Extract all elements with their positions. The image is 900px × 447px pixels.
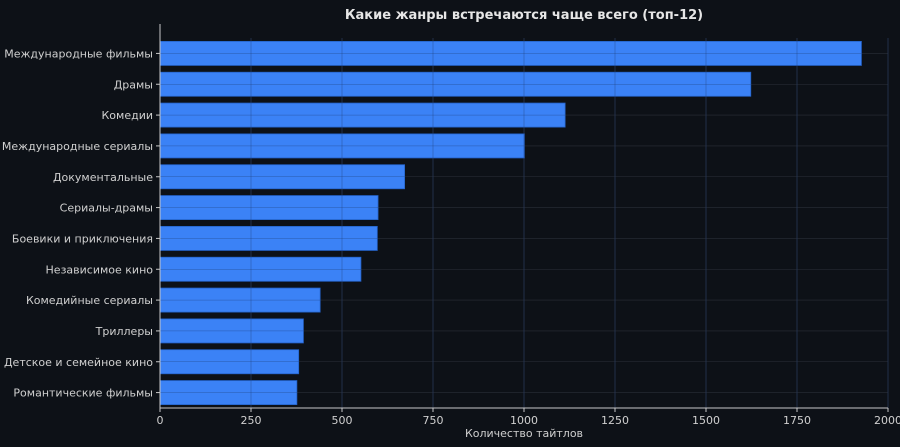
x-tick-label: 1500 bbox=[692, 414, 720, 427]
x-tick-label: 750 bbox=[423, 414, 444, 427]
x-tick-label: 2000 bbox=[874, 414, 900, 427]
x-tick-label: 500 bbox=[332, 414, 353, 427]
x-tick-label: 0 bbox=[157, 414, 164, 427]
y-tick-label: Детское и семейное кино bbox=[4, 356, 153, 369]
y-tick-label: Триллеры bbox=[95, 325, 153, 338]
y-tick-label: Независимое кино bbox=[46, 263, 154, 276]
x-tick-label: 1000 bbox=[510, 414, 538, 427]
labels: 0 250 500 750 1000 1250 1500 1750 2000 Международ… bbox=[2, 47, 900, 427]
x-axis-label: Количество тайтлов bbox=[465, 427, 583, 440]
bars bbox=[159, 38, 889, 408]
y-tick-label: Документальные bbox=[53, 171, 153, 184]
y-tick-label: Сериалы-драмы bbox=[60, 202, 153, 215]
y-tick-label: Международные фильмы bbox=[4, 47, 153, 60]
chart-title: Какие жанры встречаются чаще всего (топ-… bbox=[345, 8, 703, 23]
y-tick-label: Международные сериалы bbox=[2, 140, 153, 153]
y-tick-label: Драмы bbox=[114, 78, 153, 91]
x-tick-label: 1250 bbox=[601, 414, 629, 427]
y-tick-label: Комедийные сериалы bbox=[26, 294, 153, 307]
x-tick-label: 250 bbox=[241, 414, 262, 427]
y-tick-label: Боевики и приключения bbox=[12, 232, 153, 245]
y-tick-label: Комедии bbox=[101, 109, 153, 122]
x-tick-label: 1750 bbox=[783, 414, 811, 427]
y-tick-label: Романтические фильмы bbox=[13, 387, 153, 400]
axes bbox=[156, 24, 889, 412]
